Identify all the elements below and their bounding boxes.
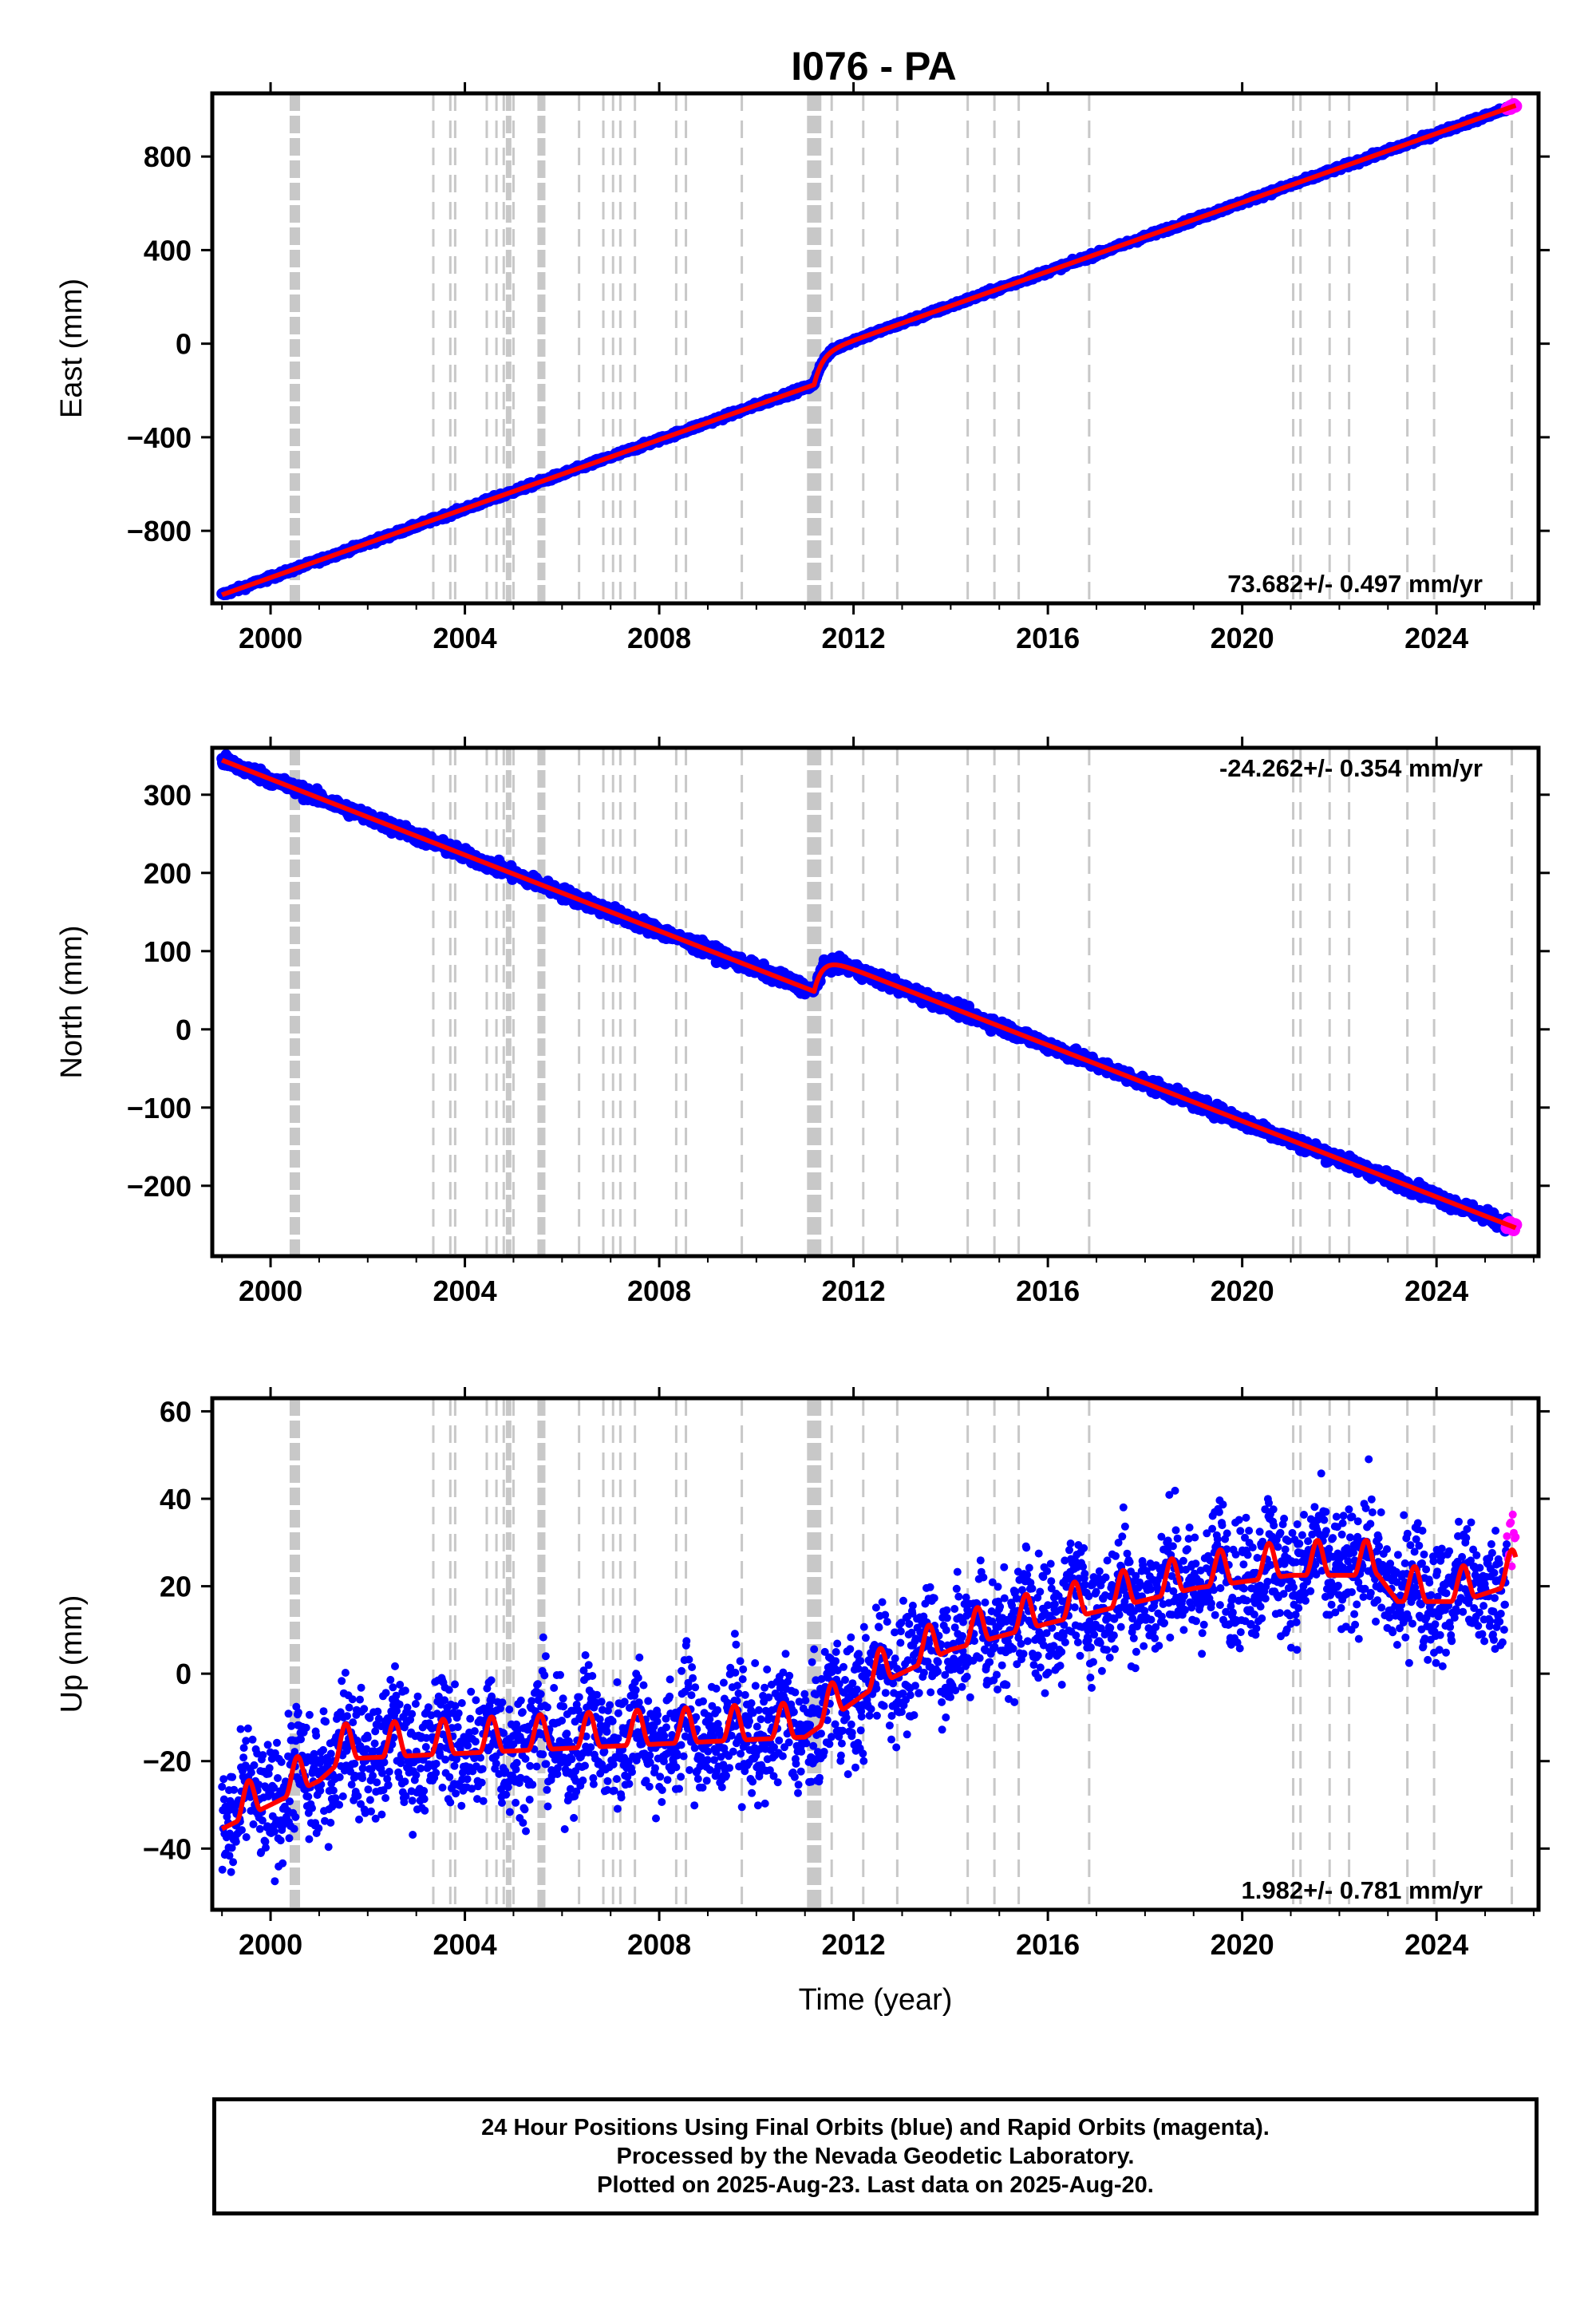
data-point	[345, 1703, 354, 1712]
data-point	[348, 1695, 357, 1704]
chart-title: I076 - PA	[791, 44, 957, 89]
data-point	[335, 1773, 344, 1781]
data-point	[242, 1833, 251, 1841]
data-point	[218, 1782, 227, 1791]
data-point	[229, 1858, 238, 1867]
x-tick-label: 2020	[1211, 622, 1274, 654]
data-point	[279, 1859, 287, 1867]
data-point	[319, 1707, 328, 1716]
y-tick-label: 100	[144, 935, 192, 968]
x-tick-label: 2000	[239, 622, 302, 654]
data-point	[297, 1735, 305, 1744]
data-point	[274, 1774, 282, 1782]
data-point	[263, 1741, 272, 1749]
data-point	[291, 1812, 300, 1821]
data-point	[228, 1773, 237, 1781]
data-point	[238, 1826, 246, 1835]
data-point	[294, 1708, 302, 1717]
data-point	[227, 1867, 235, 1876]
x-tick-label: 2004	[433, 1275, 497, 1307]
y-tick-label: 0	[176, 1014, 192, 1046]
data-point	[247, 1769, 255, 1777]
data-point	[231, 1837, 240, 1846]
data-point	[341, 1669, 350, 1677]
y-tick-label: 0	[176, 328, 192, 361]
data-point	[284, 1709, 293, 1718]
y-tick-label: 300	[144, 779, 192, 812]
data-point	[326, 1818, 335, 1827]
data-point	[219, 1775, 228, 1784]
data-point	[338, 1677, 346, 1686]
y-tick-label: −200	[127, 1170, 192, 1203]
x-tick-label: 2016	[1016, 1275, 1080, 1307]
x-tick-label: 2008	[627, 622, 691, 654]
data-point	[259, 1751, 267, 1760]
panel-east: 2000 2004 2008 2012 2016 2020 2024 −800 −400 0 400…	[55, 82, 1550, 654]
data-point	[322, 1717, 330, 1726]
data-point	[326, 1749, 335, 1758]
data-point	[239, 1744, 248, 1753]
y-tick-label: 800	[144, 140, 192, 173]
data-point	[265, 1764, 274, 1773]
data-point	[329, 1786, 338, 1795]
rate-label: 73.682+/- 0.497 mm/yr	[1227, 570, 1483, 598]
data-point	[271, 1877, 279, 1886]
y-tick-label: 400	[144, 234, 192, 267]
data-point	[249, 1820, 258, 1828]
x-tick-label: 2012	[822, 1275, 886, 1307]
plot-area	[216, 748, 1523, 1256]
data-point	[250, 1761, 259, 1769]
y-tick-label: −100	[127, 1092, 192, 1124]
data-point	[276, 1836, 285, 1845]
data-point	[338, 1792, 347, 1800]
rate-label: -24.262+/- 0.354 mm/yr	[1219, 754, 1483, 782]
data-point	[273, 1738, 281, 1747]
data-point	[230, 1785, 239, 1794]
y-axis-label: North (mm)	[55, 925, 89, 1078]
data-point	[270, 1828, 279, 1836]
data-point	[290, 1824, 298, 1833]
plot-area	[216, 93, 1523, 603]
data-point	[262, 1844, 270, 1852]
x-tick-label: 2008	[627, 1275, 691, 1307]
data-point	[243, 1724, 252, 1733]
data-point	[218, 1865, 227, 1874]
y-axis-label: East (mm)	[55, 279, 89, 418]
data-point	[312, 1731, 321, 1740]
x-tick-label: 2004	[433, 622, 497, 654]
data-point	[308, 1804, 316, 1812]
data-point	[335, 1800, 344, 1809]
data-point	[305, 1835, 314, 1844]
data-point	[248, 1735, 257, 1744]
plot-area	[218, 1398, 1520, 1910]
panel-north: 2000 2004 2008 2012 2016 2020 2024 −200 −100 0 100…	[55, 737, 1550, 1307]
data-point	[239, 1753, 248, 1762]
data-point	[324, 1843, 333, 1852]
x-tick-label: 2024	[1404, 622, 1468, 654]
data-point	[319, 1745, 327, 1754]
data-point	[277, 1757, 286, 1766]
x-tick-label: 2012	[822, 622, 886, 654]
panel-up: 2000 2004 2008 2012 2016 2020 2024−40−20020406…	[55, 1387, 1550, 2017]
x-tick-label: 2016	[1016, 622, 1080, 654]
x-tick-label: 2020	[1211, 1275, 1274, 1307]
y-tick-label: −400	[127, 421, 192, 454]
x-tick-label: 2000	[239, 1275, 302, 1307]
y-tick-label: −800	[127, 515, 192, 547]
data-point	[305, 1710, 314, 1719]
y-tick-label: 200	[144, 857, 192, 890]
plot-frame	[210, 745, 1541, 1259]
x-tick-label: 2024	[1404, 1275, 1468, 1307]
data-point	[242, 1737, 251, 1745]
data-point	[314, 1824, 323, 1832]
data-point	[236, 1725, 245, 1733]
data-point	[302, 1723, 310, 1732]
data-point	[304, 1792, 313, 1801]
data-point	[347, 1780, 356, 1789]
data-point	[255, 1824, 264, 1833]
data-point	[343, 1712, 351, 1721]
data-point	[285, 1834, 294, 1843]
